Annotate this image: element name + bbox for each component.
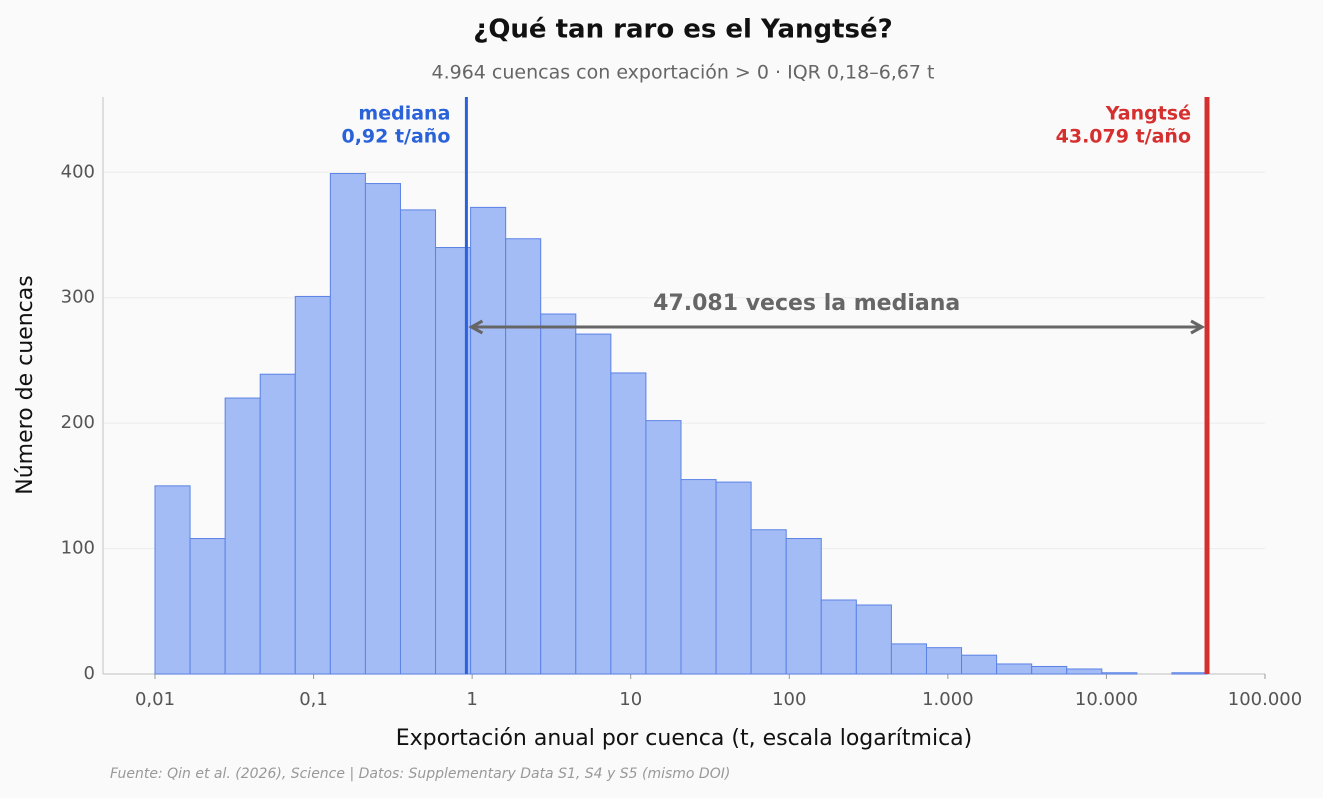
bar: [329, 173, 366, 675]
bar: [435, 247, 472, 675]
bar: [1171, 672, 1208, 675]
bar: [294, 295, 331, 675]
x-tick-label: 1: [466, 689, 477, 710]
bar: [505, 238, 542, 675]
source-note: Fuente: Qin et al. (2026), Science | Dat…: [110, 766, 730, 782]
bar: [575, 333, 612, 675]
y-tick-label: 300: [61, 287, 95, 308]
median-label: mediana: [358, 103, 450, 125]
x-tick-label: 1.000: [922, 689, 974, 710]
y-axis-label: Número de cuencas: [13, 275, 38, 494]
chart-subtitle: 4.964 cuencas con exportación > 0 · IQR …: [431, 62, 934, 84]
bar: [540, 313, 577, 675]
bar: [224, 397, 261, 675]
x-tick-label: 10.000: [1075, 689, 1138, 710]
chart-title: ¿Qué tan raro es el Yangtsé?: [473, 15, 893, 45]
x-tick-label: 0,01: [135, 689, 175, 710]
bar: [961, 654, 998, 675]
bar: [750, 529, 787, 675]
median-value-label: 0,92 t/año: [341, 126, 450, 148]
x-tick-label: 10: [619, 689, 642, 710]
bar: [996, 663, 1033, 675]
bar: [154, 485, 191, 675]
y-tick-label: 0: [84, 663, 95, 684]
bar: [890, 643, 927, 675]
y-tick-label: 200: [61, 412, 95, 433]
bar: [364, 183, 401, 675]
ratio-label: 47.081 veces la mediana: [653, 291, 960, 316]
bar: [925, 647, 963, 675]
bar: [399, 209, 437, 675]
x-tick-label: 100.000: [1228, 689, 1302, 710]
bar: [820, 599, 857, 675]
x-axis-label: Exportación anual por cuenca (t, escala …: [396, 726, 972, 751]
x-tick-label: 0,1: [299, 689, 328, 710]
yangtze-value-label: 43.079 t/año: [1056, 126, 1191, 148]
bar: [1031, 665, 1068, 675]
yangtze-label: Yangtsé: [1105, 103, 1191, 125]
bar: [189, 538, 226, 675]
bar: [1101, 672, 1138, 675]
bar: [855, 604, 892, 675]
x-tick-label: 100: [772, 689, 806, 710]
bar: [259, 373, 296, 675]
bar: [1066, 668, 1103, 675]
bar: [785, 538, 822, 675]
bar: [645, 420, 682, 675]
arrow-head: [1190, 319, 1206, 335]
y-tick-label: 100: [61, 538, 95, 559]
bar: [470, 206, 507, 675]
bar: [680, 479, 717, 675]
bar: [715, 481, 752, 675]
bar: [610, 372, 647, 675]
arrow-head: [468, 319, 484, 335]
y-tick-label: 400: [61, 161, 95, 182]
